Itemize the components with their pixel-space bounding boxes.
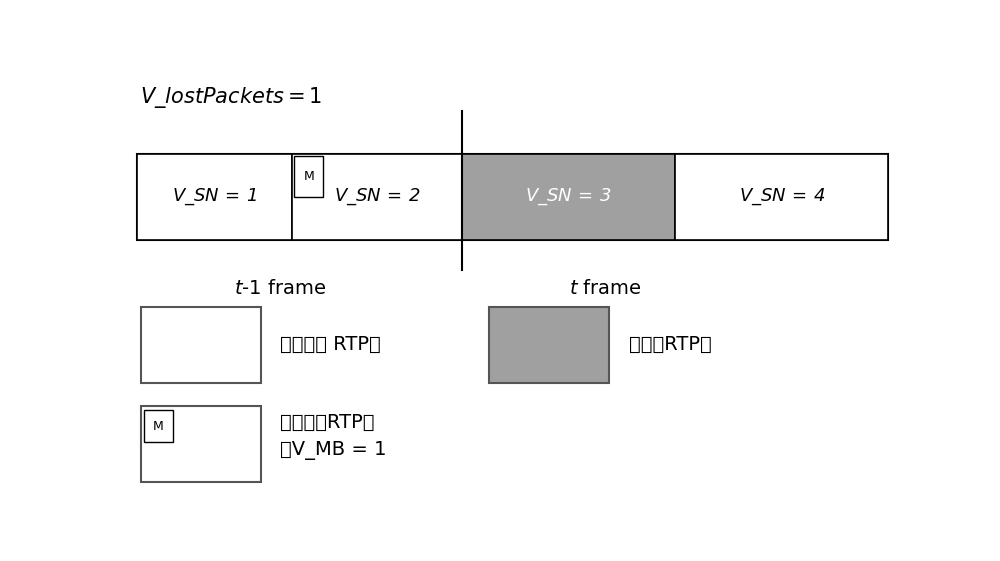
Bar — [137, 154, 888, 240]
Text: $V\_SN$$\,=\,$2: $V\_SN$$\,=\,$2 — [334, 187, 420, 207]
Text: $t$ frame: $t$ frame — [569, 279, 642, 298]
Text: $V\_SN$$\,=\,$1: $V\_SN$$\,=\,$1 — [172, 187, 257, 207]
Bar — [140, 307, 261, 383]
Text: 接收到的 RTP包: 接收到的 RTP包 — [280, 335, 381, 355]
Text: $V\_SN$$\,=\,$3: $V\_SN$$\,=\,$3 — [525, 187, 612, 207]
Text: $V\_lostPackets$$ = 1$: $V\_lostPackets$$ = 1$ — [140, 85, 323, 109]
Text: M: M — [303, 170, 314, 183]
Text: $t$-1 frame: $t$-1 frame — [234, 279, 326, 298]
Bar — [489, 307, 609, 383]
Bar — [144, 410, 173, 442]
Text: 丢失的RTP包: 丢失的RTP包 — [629, 335, 712, 355]
Bar — [675, 154, 888, 240]
Bar — [140, 406, 261, 482]
Text: 接收到的RTP包
且V_MB = 1: 接收到的RTP包 且V_MB = 1 — [280, 413, 386, 460]
Bar — [294, 156, 323, 197]
Text: M: M — [153, 420, 164, 433]
Text: $V\_SN$$\,=\,$4: $V\_SN$$\,=\,$4 — [739, 187, 825, 207]
Bar — [137, 154, 292, 240]
Bar — [462, 154, 675, 240]
Bar — [292, 154, 462, 240]
